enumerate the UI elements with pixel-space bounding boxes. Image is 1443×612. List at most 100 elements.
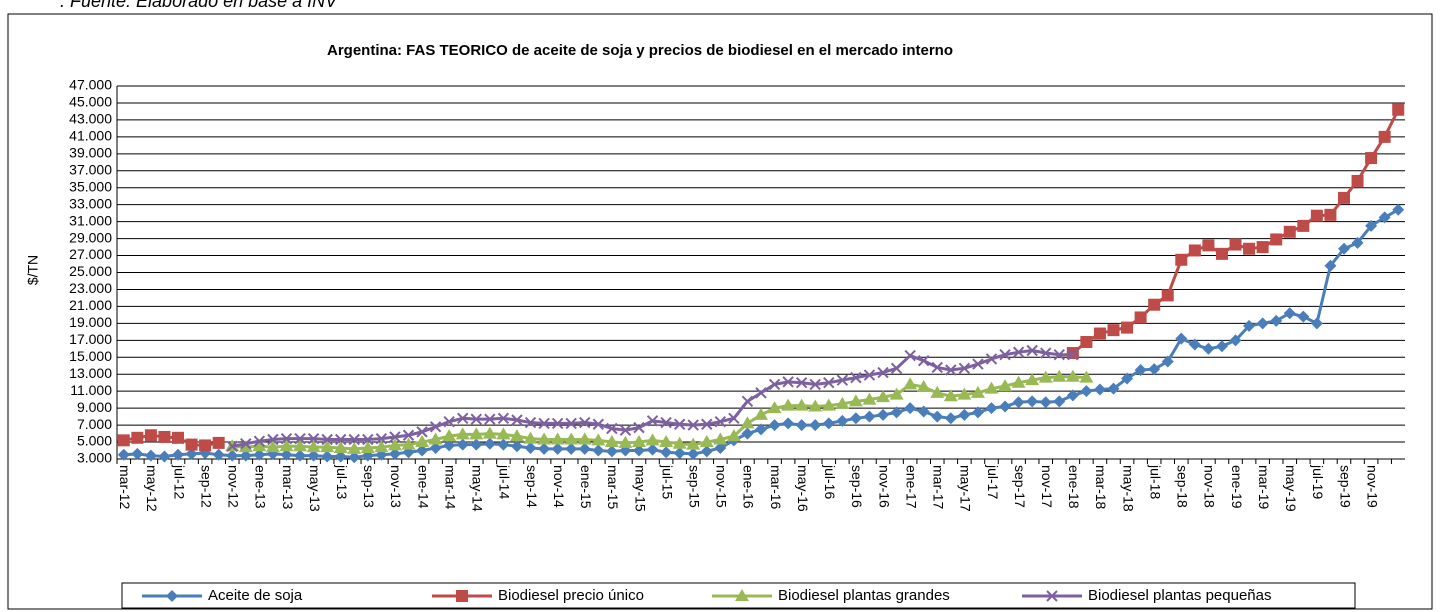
x-tick-label: nov-15: [714, 465, 730, 508]
data-point: [1067, 349, 1079, 361]
data-point: [916, 379, 931, 392]
y-tick-label: 39.000: [69, 145, 112, 161]
data-point: [524, 416, 537, 429]
data-point: [565, 417, 577, 430]
y-tick-label: 17.000: [69, 331, 112, 347]
data-point: [782, 417, 795, 430]
data-point: [848, 394, 863, 407]
x-tick-label: jul-13: [334, 464, 350, 499]
data-point: [1351, 236, 1364, 249]
legend-marker: [1046, 590, 1058, 602]
x-tick-label: sep-13: [361, 465, 377, 508]
x-tick-label: sep-16: [849, 465, 865, 508]
x-tick-label: ene-18: [1066, 465, 1082, 509]
data-point: [591, 433, 606, 446]
data-point: [389, 431, 401, 443]
data-point: [849, 412, 862, 425]
data-point: [1215, 340, 1228, 353]
y-tick-label: 5.000: [77, 433, 112, 449]
data-point: [511, 414, 523, 426]
x-tick-label: sep-19: [1337, 465, 1353, 508]
data-point: [1093, 383, 1106, 396]
data-point: [510, 440, 523, 453]
data-point: [592, 418, 605, 430]
data-point: [876, 390, 891, 403]
data-point: [388, 447, 401, 460]
y-tick-label: 7.000: [77, 416, 112, 432]
data-point: [1012, 396, 1025, 409]
data-point: [253, 435, 266, 447]
data-point: [374, 440, 389, 453]
data-point: [809, 378, 821, 391]
data-point: [646, 415, 659, 427]
x-tick-label: may-12: [144, 465, 160, 512]
data-point: [1243, 242, 1256, 255]
data-point: [578, 442, 591, 455]
data-point: [144, 449, 157, 462]
x-tick-label: nov-12: [226, 465, 242, 508]
data-point: [1121, 372, 1134, 385]
data-point: [1161, 355, 1174, 368]
data-point: [699, 435, 714, 448]
data-point: [795, 419, 808, 432]
data-point: [1283, 307, 1296, 320]
legend-label: Biodiesel precio único: [498, 587, 644, 604]
data-point: [917, 354, 930, 367]
data-point: [835, 396, 850, 409]
data-point: [1270, 233, 1283, 246]
data-point: [483, 437, 496, 450]
data-point: [429, 441, 442, 454]
x-tick-label: jul-12: [171, 464, 187, 499]
data-point: [714, 441, 727, 454]
data-point: [524, 441, 537, 454]
data-point: [443, 439, 456, 452]
data-point: [686, 437, 701, 450]
data-point: [470, 438, 483, 451]
data-point: [1052, 369, 1067, 382]
data-point: [455, 427, 470, 440]
data-point: [1378, 130, 1391, 143]
data-point: [253, 448, 266, 461]
data-point: [158, 430, 171, 443]
x-tick-label: ene-15: [578, 465, 594, 509]
data-point: [768, 378, 781, 391]
data-point: [1026, 395, 1039, 408]
data-point: [890, 362, 903, 375]
data-point: [1283, 225, 1296, 238]
x-tick-label: ene-13: [253, 465, 269, 509]
data-point: [1324, 259, 1337, 272]
data-point: [456, 438, 469, 451]
data-point: [117, 448, 130, 461]
data-point: [321, 433, 333, 446]
data-point: [497, 438, 510, 451]
data-point: [1148, 363, 1161, 376]
data-point: [740, 416, 755, 429]
y-tick-label: 9.000: [77, 399, 112, 415]
data-point: [687, 419, 699, 431]
x-tick-label: nov-16: [876, 465, 892, 508]
data-point: [958, 362, 971, 375]
data-point: [131, 431, 144, 444]
data-point: [781, 398, 796, 411]
data-point: [1337, 191, 1350, 204]
data-point: [1256, 241, 1269, 254]
x-tick-label: jul-16: [822, 464, 838, 499]
y-tick-label: 35.000: [69, 178, 112, 194]
data-point: [889, 387, 904, 400]
data-point: [1011, 375, 1026, 388]
y-tick-label: 45.000: [69, 94, 112, 110]
source-note: . Fuente: Elaborado en base a INV: [60, 0, 339, 11]
data-point: [890, 406, 903, 419]
y-tick-label: 23.000: [69, 280, 112, 296]
data-point: [741, 395, 754, 408]
data-point: [375, 432, 388, 445]
x-tick-label: mar-14: [442, 465, 458, 510]
data-point: [1324, 208, 1337, 221]
data-point: [212, 436, 225, 449]
data-point: [944, 412, 957, 425]
data-point: [348, 433, 360, 446]
data-point: [1038, 370, 1053, 383]
data-point: [754, 407, 768, 420]
